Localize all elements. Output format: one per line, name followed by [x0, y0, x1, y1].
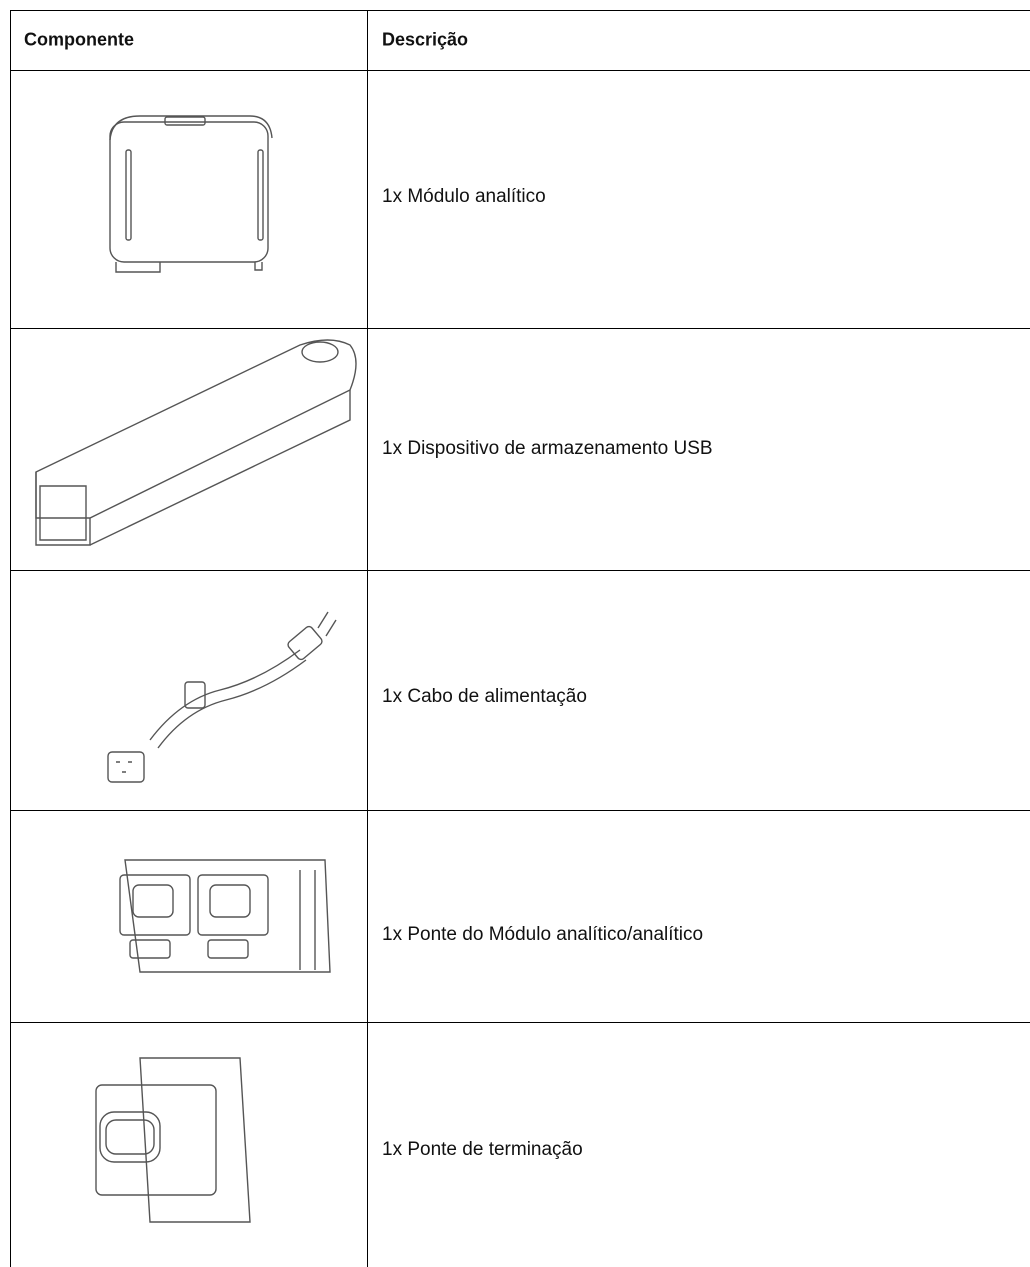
description: 1x Ponte do Módulo analítico/analítico [382, 924, 704, 945]
column-header: Descrição [382, 29, 469, 50]
cable-icon [107, 611, 337, 783]
rule [10, 1022, 1030, 1023]
rule [10, 10, 1030, 11]
rule [367, 10, 368, 1267]
description: 1x Módulo analítico [382, 186, 546, 207]
rule [10, 328, 1030, 329]
rule [10, 10, 11, 1267]
description: 1x Dispositivo de armazenamento USB [382, 438, 713, 459]
termination-icon [95, 1057, 251, 1223]
component-illustrations [35, 115, 357, 1223]
rule [10, 570, 1030, 571]
module-icon [109, 115, 273, 273]
rule [10, 810, 1030, 811]
usb-icon [35, 339, 357, 546]
bridge-icon [119, 859, 331, 973]
description: 1x Ponte de terminação [382, 1139, 583, 1160]
rule [10, 70, 1030, 71]
description: 1x Cabo de alimentação [382, 686, 587, 707]
column-header: Componente [24, 29, 134, 50]
